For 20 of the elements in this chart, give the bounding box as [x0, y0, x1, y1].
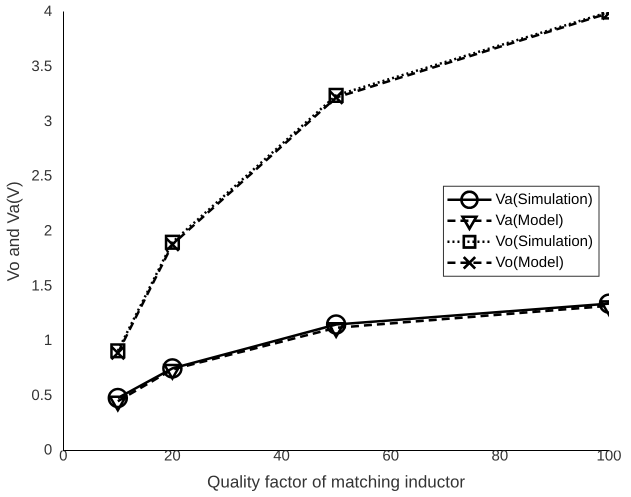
y-tick-label: 2 — [44, 222, 52, 240]
x-tick-label: 40 — [273, 448, 290, 465]
y-tick-label: 1 — [44, 332, 52, 350]
x-tick-label: 80 — [492, 448, 508, 465]
y-tick-label: 3.5 — [31, 58, 52, 75]
y-tick-label: 0.5 — [31, 386, 52, 404]
y-tick-label: 2.5 — [31, 168, 52, 185]
x-tick-label: 60 — [382, 448, 400, 465]
legend-label: Va(Simulation) — [495, 190, 593, 208]
legend-label: Vo(Simulation) — [495, 232, 594, 250]
y-axis-title: Vo and Va(V) — [4, 181, 23, 282]
x-tick-label: 20 — [164, 448, 181, 465]
y-tick-label: 4 — [44, 3, 52, 20]
legend-label: Vo(Model) — [495, 254, 564, 271]
x-tick-label: 100 — [596, 448, 622, 465]
y-tick-label: 1.5 — [31, 277, 52, 294]
legend-label: Va(Model) — [495, 212, 564, 229]
x-axis-title: Quality factor of matching inductor — [207, 472, 466, 492]
x-tick-label: 0 — [59, 448, 68, 465]
y-tick-label: 3 — [44, 112, 52, 130]
